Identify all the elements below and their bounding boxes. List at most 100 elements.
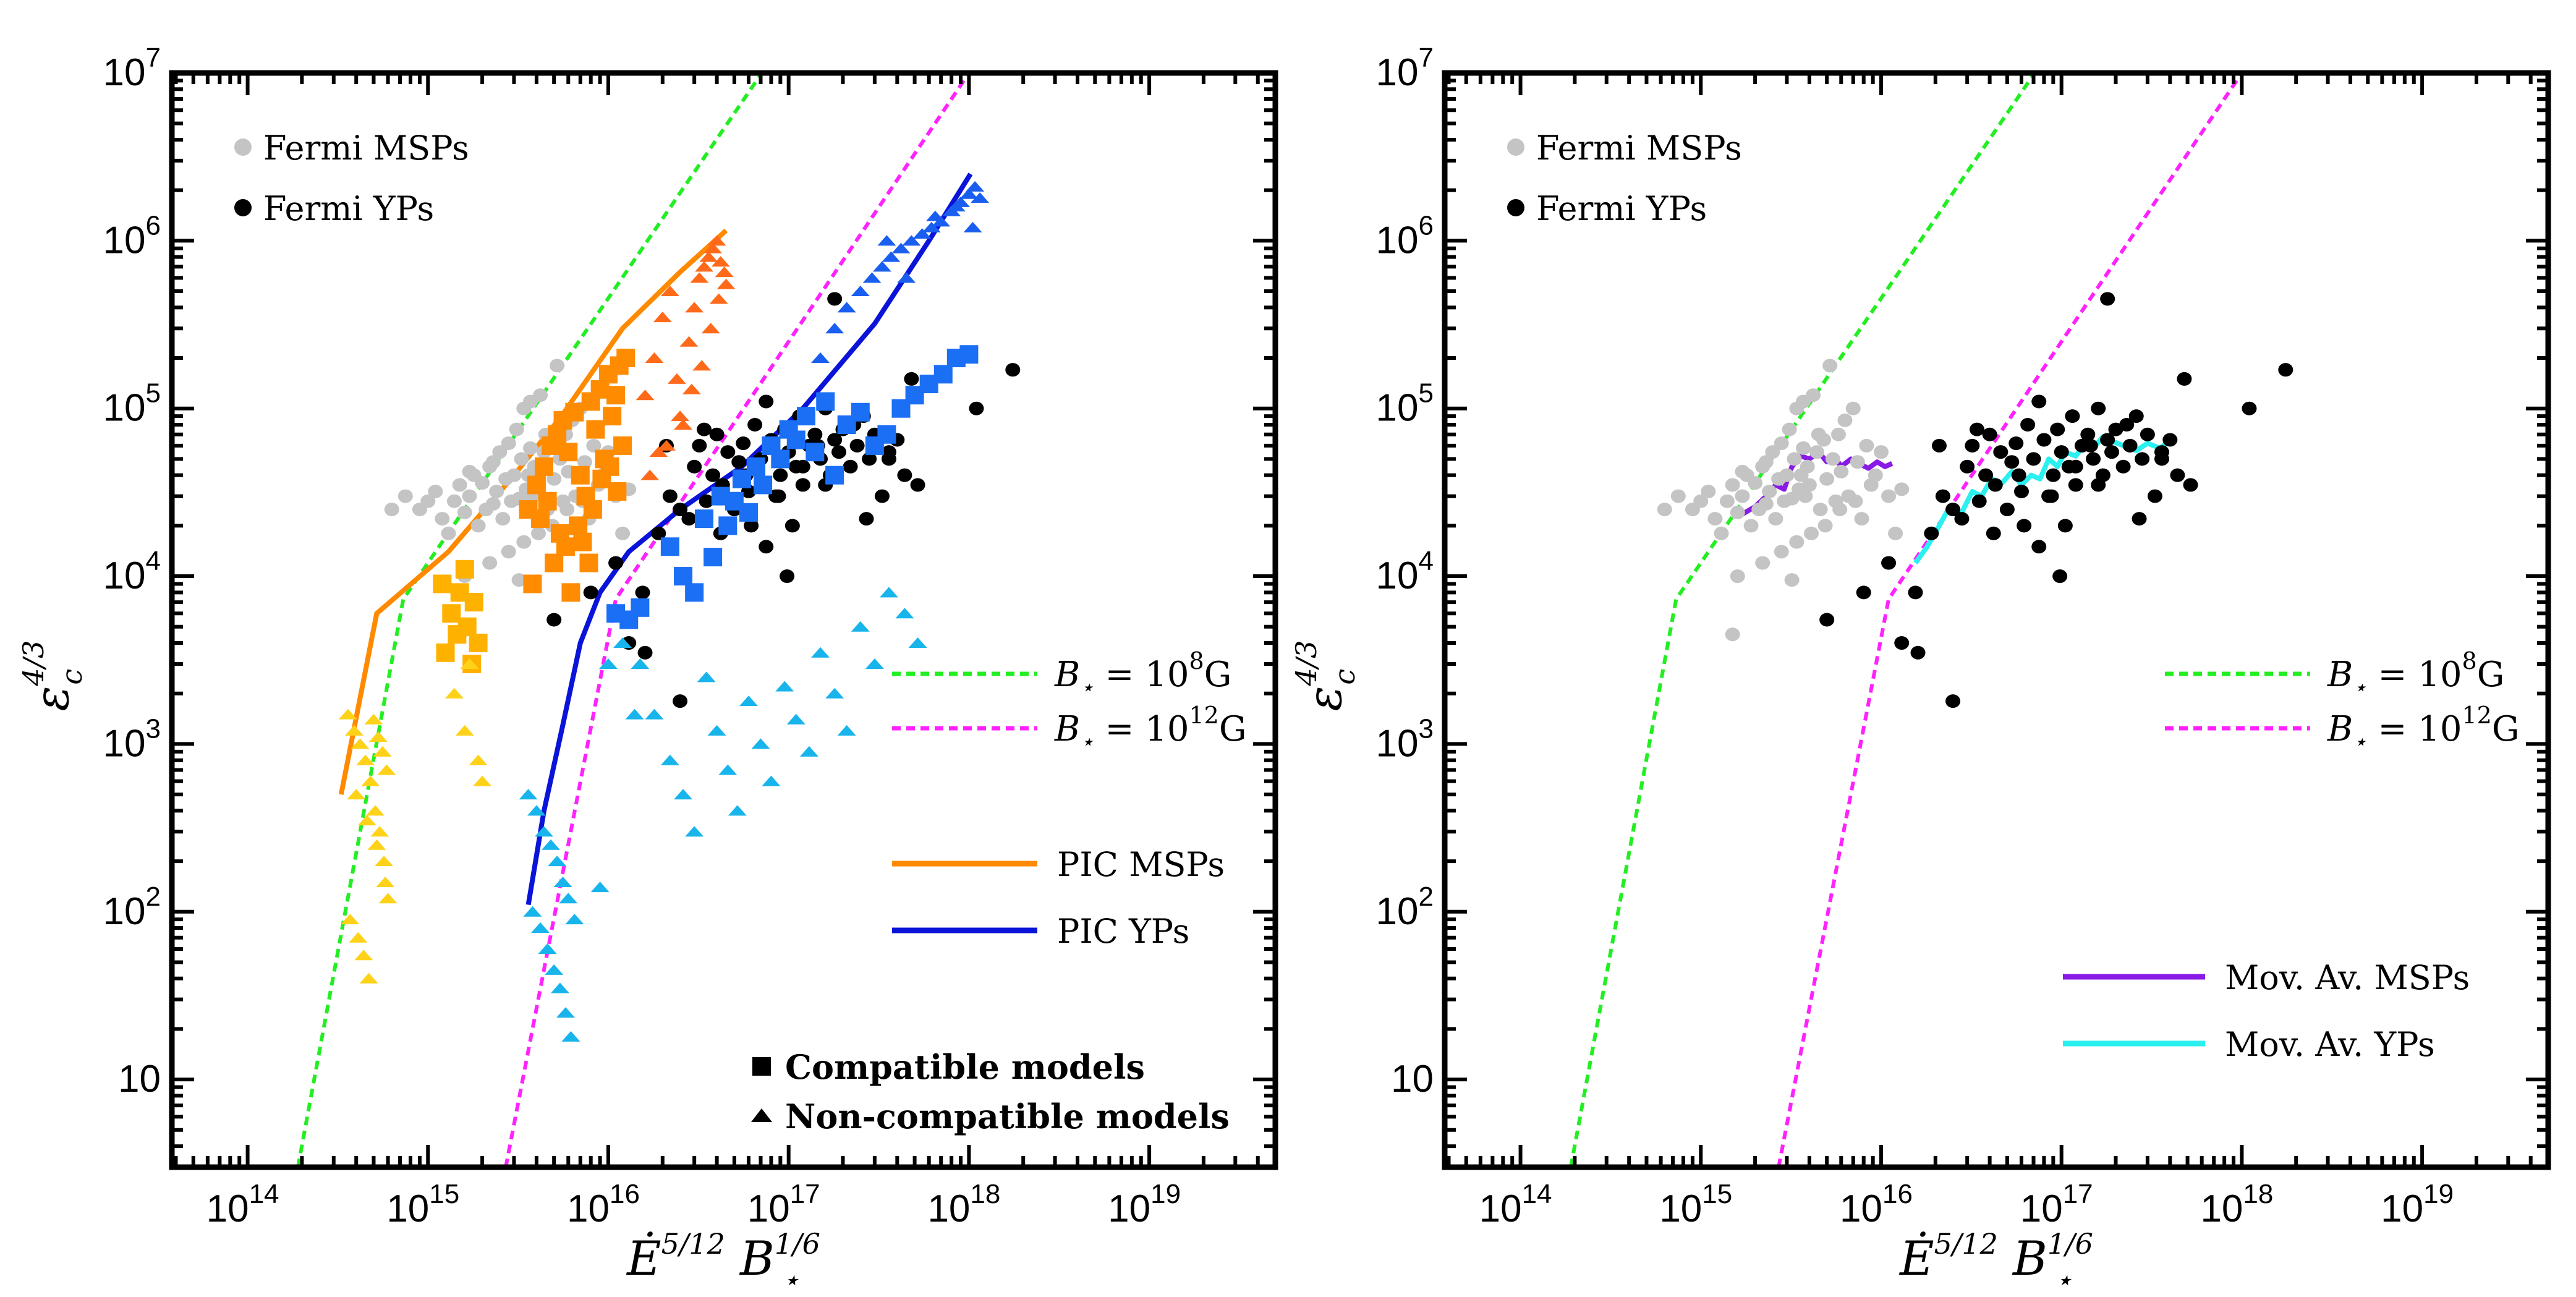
point-fermi-msps	[559, 503, 575, 517]
point-compatible-models-msp-low-	[436, 643, 455, 662]
point-fermi-yps	[736, 436, 751, 451]
point-fermi-yps	[546, 613, 562, 627]
point-fermi-yps	[2132, 512, 2147, 526]
point-non-compatible-models-msp-high-	[667, 373, 686, 384]
point-non-compatible-models-yp-high-	[971, 192, 990, 203]
point-non-compatible-models-msp-high-	[657, 440, 676, 451]
point-fermi-msps	[514, 452, 529, 466]
point-fermi-msps	[482, 556, 498, 570]
point-non-compatible-models-msp-high-	[679, 336, 699, 347]
point-compatible-models-msp-	[556, 537, 575, 556]
point-fermi-yps	[2091, 478, 2106, 492]
point-fermi-yps	[1881, 556, 1897, 570]
point-fermi-msps	[1837, 413, 1853, 427]
point-fermi-msps	[1854, 512, 1869, 526]
point-non-compatible-models-yp-low-	[908, 637, 927, 648]
point-compatible-models-yp-	[718, 516, 738, 535]
point-fermi-msps	[1817, 519, 1833, 533]
point-fermi-yps	[1819, 613, 1835, 627]
legend-label: Fermi MSPs	[263, 129, 469, 168]
point-compatible-models-msp-	[606, 386, 626, 405]
point-non-compatible-models-yp-high-	[872, 261, 891, 272]
point-compatible-models-msp-	[571, 466, 590, 485]
point-fermi-msps	[1758, 497, 1774, 511]
point-fermi-msps	[1779, 468, 1795, 482]
point-compatible-models-msp-	[534, 457, 553, 476]
series-line-b-10-8g	[295, 73, 763, 1167]
point-fermi-msps	[1800, 459, 1815, 474]
point-fermi-msps	[441, 526, 456, 540]
point-non-compatible-models-msp-low-	[375, 856, 394, 867]
point-fermi-yps	[2052, 569, 2068, 584]
point-non-compatible-models-msp-high-	[653, 312, 672, 323]
point-fermi-msps	[1693, 494, 1709, 508]
point-non-compatible-models-yp-low-	[865, 658, 884, 669]
point-non-compatible-models-msp-low-	[364, 713, 383, 725]
point-fermi-yps	[910, 478, 925, 492]
series-line-b-10-12g	[1777, 73, 2243, 1167]
x-tick-label: 1017	[747, 1179, 820, 1230]
point-fermi-yps	[651, 526, 666, 540]
point-fermi-yps	[969, 401, 984, 415]
y-tick-label: 104	[103, 546, 161, 597]
point-compatible-models-msp-	[561, 583, 580, 602]
point-fermi-yps	[699, 494, 714, 508]
point-non-compatible-models-msp-low-	[377, 764, 396, 775]
point-fermi-msps	[1888, 526, 1903, 540]
point-compatible-models-msp-	[616, 349, 635, 368]
point-non-compatible-models-yp-low-	[613, 637, 632, 648]
legend-label: B⋆ = 108G	[1054, 647, 1231, 700]
point-fermi-yps	[881, 452, 896, 466]
point-fermi-yps	[2140, 427, 2155, 441]
point-fermi-msps	[489, 484, 504, 498]
point-fermi-yps	[1971, 494, 1987, 508]
point-fermi-yps	[1924, 526, 1939, 540]
point-fermi-msps	[1850, 455, 1865, 469]
x-tick-label: 1019	[2381, 1179, 2454, 1230]
axes-frame-right	[1442, 70, 2551, 1170]
legend-marker-fermi-yps	[1507, 199, 1524, 216]
point-non-compatible-models-msp-low-	[351, 738, 370, 749]
point-fermi-msps	[397, 489, 413, 503]
series-line-pic-msps	[338, 228, 728, 795]
point-non-compatible-models-msp-low-	[361, 775, 380, 786]
point-non-compatible-models-yp-high-	[811, 352, 830, 364]
point-fermi-yps	[2068, 478, 2083, 492]
point-fermi-yps	[2115, 459, 2131, 474]
point-fermi-yps	[2183, 478, 2198, 492]
point-non-compatible-models-msp-low-	[347, 789, 366, 800]
point-fermi-yps	[2100, 292, 2115, 306]
point-fermi-yps	[2170, 468, 2185, 482]
point-fermi-msps	[435, 512, 450, 526]
point-fermi-msps	[531, 526, 546, 540]
point-non-compatible-models-msp-high-	[692, 360, 712, 371]
point-fermi-yps	[635, 585, 650, 600]
point-non-compatible-models-yp-low-	[739, 695, 758, 707]
point-fermi-msps	[1774, 436, 1789, 451]
point-compatible-models-msp-	[586, 420, 605, 439]
legend-label: Compatible models	[785, 1047, 1145, 1087]
point-fermi-msps	[1755, 556, 1770, 570]
point-fermi-yps	[795, 478, 810, 492]
point-fermi-msps	[1784, 573, 1800, 587]
x-tick-label: 1015	[1659, 1179, 1732, 1230]
point-compatible-models-msp-low-	[455, 559, 474, 579]
point-non-compatible-models-yp-high-	[932, 216, 951, 227]
legend-label: PIC MSPs	[1057, 845, 1225, 884]
point-fermi-msps	[506, 468, 522, 482]
point-compatible-models-yp-	[933, 365, 953, 384]
point-fermi-yps	[637, 645, 653, 660]
point-fermi-msps	[492, 445, 508, 459]
point-fermi-msps	[1859, 438, 1874, 453]
point-non-compatible-models-msp-low-	[341, 914, 360, 925]
point-fermi-msps	[1730, 569, 1745, 584]
legend-label: Mov. Av. MSPs	[2225, 958, 2470, 997]
point-fermi-yps	[1908, 585, 1923, 600]
point-non-compatible-models-msp-low-	[373, 746, 392, 757]
y-tick-label: 106	[1376, 210, 1434, 262]
point-non-compatible-models-yp-low-	[590, 882, 610, 893]
point-fermi-yps	[1954, 512, 1970, 526]
point-fermi-yps	[1970, 422, 1985, 436]
point-non-compatible-models-msp-low-	[460, 658, 479, 669]
point-fermi-msps	[1707, 512, 1723, 526]
